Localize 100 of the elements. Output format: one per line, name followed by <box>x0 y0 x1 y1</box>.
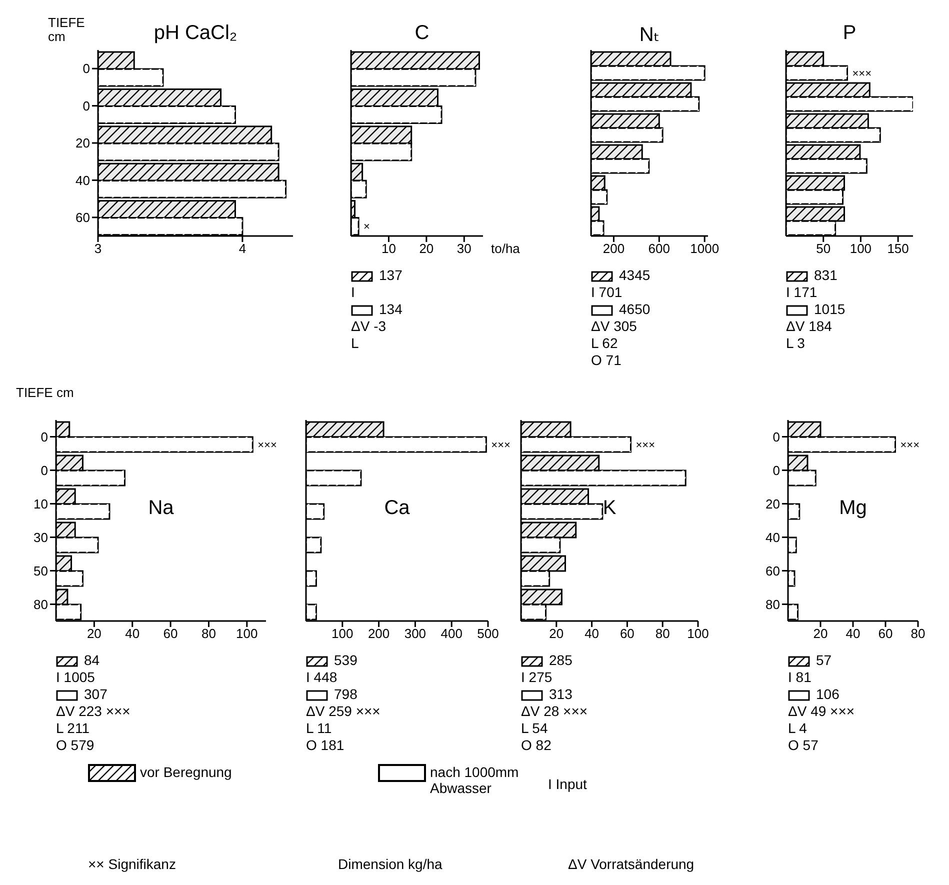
text: L 4 <box>788 720 808 737</box>
text: I 275 <box>521 669 554 686</box>
x-tick-label: 100 <box>687 626 709 642</box>
y-tick-label: 60 <box>766 563 780 578</box>
y-tick-label: 20 <box>76 136 90 151</box>
x-tick-label: 20 <box>549 626 564 642</box>
text: vor Beregnung <box>140 764 233 780</box>
text: O 82 <box>521 737 552 754</box>
data-label: ××× <box>852 68 872 80</box>
x-tick-label: 100 <box>332 626 354 642</box>
chart-title: pH CaCl₂ <box>152 22 238 45</box>
y-tick-label: 10 <box>34 496 48 512</box>
data-label: ××× <box>900 439 920 452</box>
y-tick-label: 0 <box>82 98 90 114</box>
text: 57 <box>815 652 833 669</box>
x-tick-label: 100 <box>236 626 258 642</box>
y-tick-label: 50 <box>34 563 48 578</box>
text: L <box>351 335 360 352</box>
text: 307 <box>83 686 108 703</box>
y-tick-label: 0 <box>40 429 48 444</box>
text: nach 1000mm Abwasser <box>430 764 520 796</box>
text: O 57 <box>788 737 820 754</box>
text: O 181 <box>306 737 346 754</box>
text: Dimension kg/ha <box>338 856 442 872</box>
text: Ca <box>383 496 411 520</box>
y-axis-title: TIEFE cm <box>48 15 86 44</box>
x-tick-label: 30 <box>456 241 472 256</box>
text: I 171 <box>786 284 818 301</box>
text: 1015 <box>813 301 846 318</box>
text: ΔV -3 <box>351 318 388 335</box>
text: K <box>602 496 618 520</box>
data-label: ××× <box>491 439 510 452</box>
chart-title: C <box>414 22 430 45</box>
text: I Input <box>548 776 587 792</box>
x-tick-label: 200 <box>368 626 390 642</box>
x-tick-label: 500 <box>477 626 499 642</box>
chart-title: P <box>842 22 858 45</box>
text: ΔV 28 ××× <box>521 703 588 720</box>
x-tick-label: 60 <box>620 626 634 642</box>
x-tick-label: 20 <box>813 626 828 642</box>
x-tick-label: 100 <box>850 241 872 256</box>
text: ΔV 259 ××× <box>306 703 380 720</box>
x-tick-label: 40 <box>125 626 140 642</box>
y-tick-label: 0 <box>772 462 780 478</box>
x-tick-label: 3 <box>94 241 102 256</box>
x-tick-label: 60 <box>878 626 893 642</box>
text: I 1005 <box>56 669 96 686</box>
y-tick-label: 60 <box>76 210 90 226</box>
x-tick-label: 600 <box>648 241 670 256</box>
data-label: × <box>364 221 370 234</box>
text: 106 <box>815 686 840 703</box>
x-axis-title: to/ha <box>491 241 521 256</box>
text: Mg <box>838 496 868 520</box>
data-label: ××× <box>258 439 277 452</box>
y-tick-label: 20 <box>766 496 780 512</box>
x-tick-label: 150 <box>887 241 909 256</box>
text: L 62 <box>591 335 619 352</box>
text: 285 <box>548 652 574 669</box>
text: O 579 <box>56 737 96 754</box>
y-axis-title: TIEFE cm <box>16 385 75 400</box>
text: 4345 <box>618 267 650 284</box>
x-tick-label: 80 <box>910 626 926 642</box>
text: 313 <box>548 686 574 703</box>
y-tick-label: 40 <box>766 530 780 545</box>
x-tick-label: 400 <box>440 626 462 642</box>
text: 831 <box>813 267 838 284</box>
text: ΔV 49 ××× <box>788 703 855 720</box>
text: 137 <box>378 267 402 284</box>
x-tick-label: 80 <box>655 626 670 642</box>
text: ΔV Vorratsänderung <box>568 856 694 872</box>
x-tick-label: 4 <box>238 241 246 256</box>
x-tick-label: 1000 <box>690 241 720 256</box>
x-tick-label: 300 <box>404 626 426 642</box>
text: 539 <box>333 652 358 669</box>
y-tick-label: 40 <box>76 172 90 188</box>
text: ×× Signifikanz <box>88 856 176 872</box>
text: ΔV 184 <box>786 318 833 335</box>
text: I 81 <box>788 669 812 686</box>
x-tick-label: 80 <box>201 626 216 642</box>
x-tick-label: 20 <box>419 241 434 256</box>
text: Na <box>147 496 175 520</box>
data-label: ××× <box>636 439 656 452</box>
text: 134 <box>378 301 402 318</box>
text: 84 <box>83 652 101 669</box>
text: 798 <box>333 686 358 703</box>
text: I 701 <box>591 284 624 301</box>
chart-title: Nₜ <box>638 23 661 47</box>
text: L 3 <box>786 335 806 352</box>
y-tick-label: 30 <box>34 530 48 545</box>
text: I <box>351 284 356 301</box>
text: ΔV 223 ××× <box>56 703 130 720</box>
text: L 211 <box>56 720 90 737</box>
text: ΔV 305 <box>591 318 638 335</box>
text: I 448 <box>306 669 338 686</box>
text: 4650 <box>618 301 650 318</box>
text: O 71 <box>591 352 622 369</box>
x-tick-label: 50 <box>816 241 831 256</box>
y-tick-label: 80 <box>766 596 780 612</box>
y-tick-label: 80 <box>34 596 48 612</box>
y-tick-label: 0 <box>772 429 780 444</box>
